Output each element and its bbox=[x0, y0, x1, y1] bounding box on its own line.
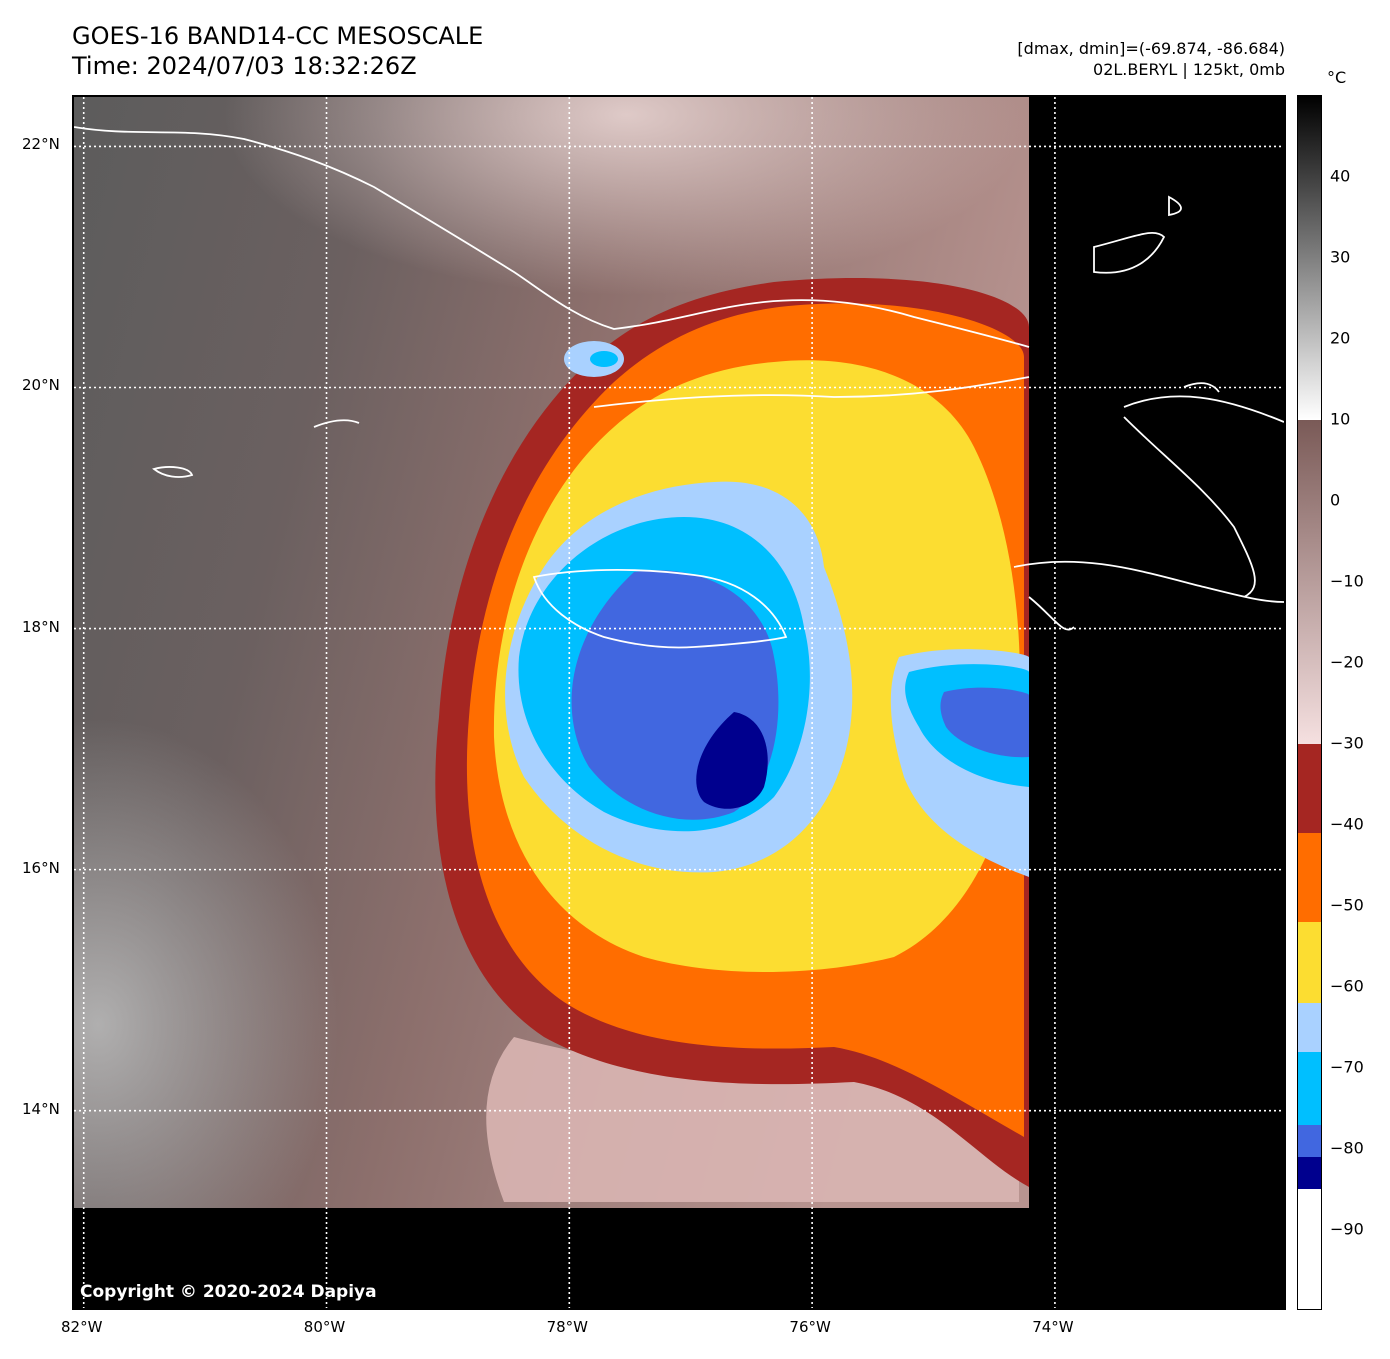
lat-label-20n: 20°N bbox=[22, 376, 60, 395]
no-data-east bbox=[1029, 97, 1284, 1308]
lon-label-74w: 74°W bbox=[1032, 1318, 1074, 1336]
lon-label-82w: 82°W bbox=[60, 1318, 103, 1336]
colorbar-tick: −20 bbox=[1330, 652, 1364, 672]
colorbar-tick: −60 bbox=[1330, 976, 1364, 996]
colorbar-segment bbox=[1298, 922, 1321, 1004]
storm-info-label: 02L.BERYL | 125kt, 0mb bbox=[1093, 60, 1285, 79]
lat-label-16n: 16°N bbox=[22, 858, 60, 877]
colorbar-tick: −50 bbox=[1330, 895, 1364, 915]
bahamas-islands bbox=[1093, 195, 1220, 393]
coastlines bbox=[74, 126, 1284, 649]
colorbar-tick: 40 bbox=[1330, 166, 1351, 186]
colorbar-segment bbox=[1298, 420, 1321, 744]
colorbar-segment bbox=[1298, 1003, 1321, 1052]
colorbar-segment bbox=[1298, 96, 1321, 420]
copyright-label: Copyright © 2020-2024 Dapiya bbox=[80, 1282, 377, 1302]
cuba-coast-south bbox=[593, 376, 1030, 408]
colorbar-tick: −30 bbox=[1330, 733, 1364, 753]
lon-label-80w: 80°W bbox=[303, 1318, 346, 1336]
cold-top-north-core bbox=[590, 351, 618, 367]
chart-time: Time: 2024/07/03 18:32:26Z bbox=[72, 52, 417, 80]
cayman-islands bbox=[152, 419, 360, 478]
lat-label-22n: 22°N bbox=[22, 135, 60, 154]
colorbar-tick: −80 bbox=[1330, 1138, 1364, 1158]
colorbar-tick: −70 bbox=[1330, 1057, 1364, 1077]
map-canvas bbox=[74, 97, 1284, 1308]
lat-label-14n: 14°N bbox=[22, 1099, 60, 1118]
colorbar-tick: −90 bbox=[1330, 1219, 1364, 1239]
jamaica-coast bbox=[532, 569, 788, 649]
colorbar-segment bbox=[1298, 1157, 1321, 1190]
satellite-map: Copyright © 2020-2024 Dapiya bbox=[72, 95, 1286, 1310]
cuba-coast-north bbox=[74, 126, 1030, 348]
colorbar-tick: −10 bbox=[1330, 571, 1364, 591]
colorbar-tick: 10 bbox=[1330, 409, 1351, 429]
lon-label-78w: 78°W bbox=[546, 1318, 589, 1336]
colorbar-tick: 30 bbox=[1330, 247, 1351, 267]
data-range-label: [dmax, dmin]=(-69.874, -86.684) bbox=[1017, 39, 1285, 58]
east-cell-blue bbox=[940, 687, 1029, 758]
colorbar-segment bbox=[1298, 744, 1321, 834]
chart-title: GOES-16 BAND14-CC MESOSCALE bbox=[72, 22, 484, 50]
colorbar-segment bbox=[1298, 1189, 1321, 1309]
graticule bbox=[74, 97, 1284, 1308]
hispaniola-coast bbox=[1013, 395, 1284, 631]
colorbar-tick: 0 bbox=[1330, 490, 1341, 510]
colorbar-tick: 20 bbox=[1330, 328, 1351, 348]
colorbar-tick: −40 bbox=[1330, 814, 1364, 834]
hurricane-cloud-shield bbox=[435, 278, 1029, 1187]
band-dark-blue bbox=[696, 712, 768, 809]
colorbar-segment bbox=[1298, 1051, 1321, 1125]
lat-label-18n: 18°N bbox=[22, 617, 60, 636]
colorbar-unit: °C bbox=[1327, 68, 1347, 87]
lon-label-76w: 76°W bbox=[789, 1318, 831, 1336]
colorbar-segment bbox=[1298, 833, 1321, 923]
no-data-south bbox=[74, 1208, 1284, 1308]
colorbar-segment bbox=[1298, 1124, 1321, 1158]
colorbar bbox=[1297, 95, 1322, 1310]
